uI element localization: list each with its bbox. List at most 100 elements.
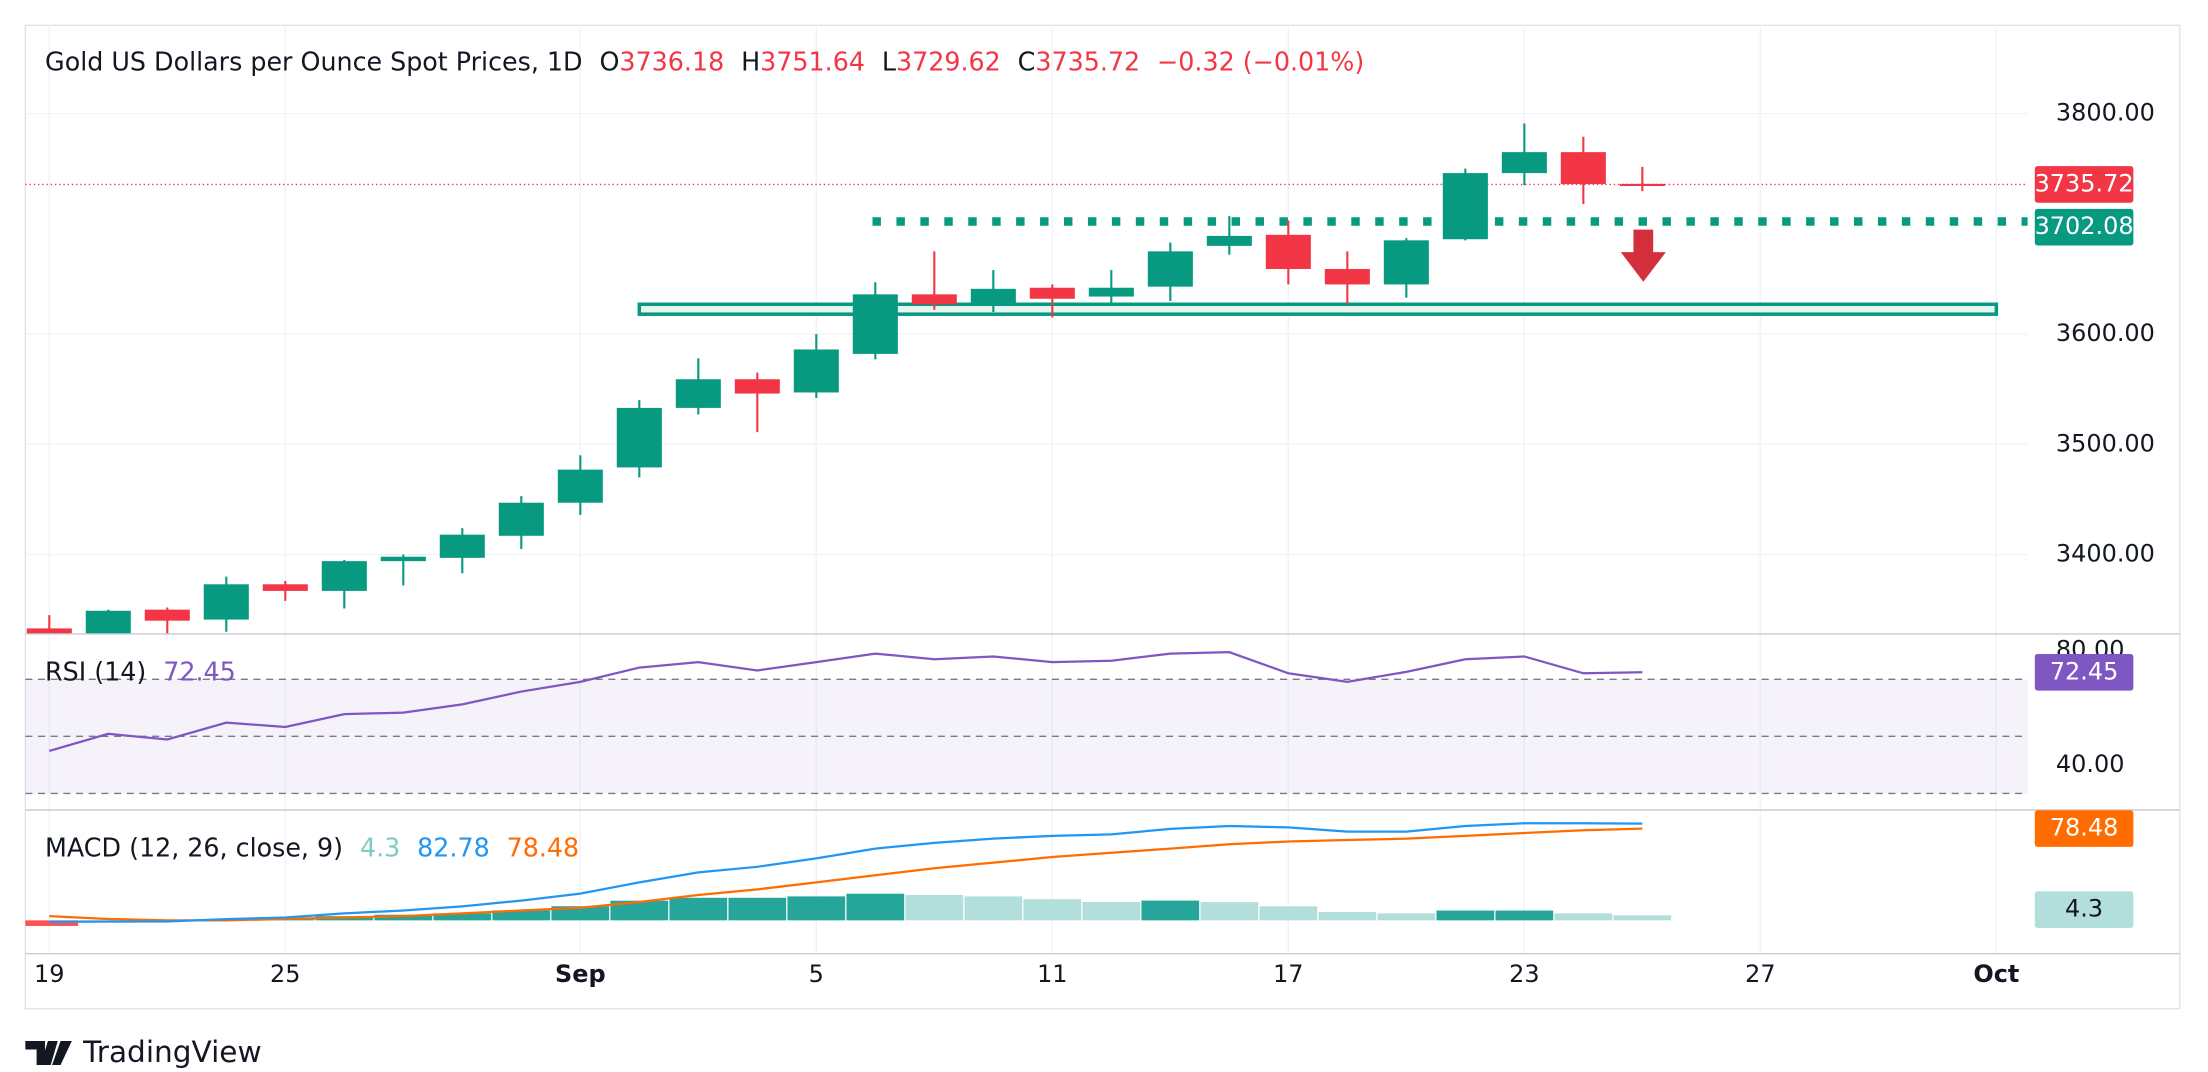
macd-histogram-bar <box>1141 900 1200 921</box>
candle-body <box>1088 287 1134 297</box>
hist-value: 4.3 <box>360 832 400 862</box>
candle-body <box>144 609 190 621</box>
x-tick-label: Oct <box>1973 960 2019 988</box>
ohlc-letter: L <box>882 46 896 76</box>
candle-body <box>1324 268 1370 285</box>
overlay: 19 25 Sep 5 11 17 23 27 Oct 3400.00 3500.00 3600.00… <box>34 99 2155 988</box>
ohlc-letter: C <box>1018 46 1036 76</box>
macd-histogram-bar <box>669 897 728 921</box>
candle-body <box>1029 287 1075 299</box>
level-label-box <box>2034 208 2134 246</box>
rsi-label: 72.45 <box>2050 657 2119 685</box>
candle-body <box>1442 173 1488 240</box>
macd-header: MACD (12, 26, close, 9) 4.3 82.78 78.48 <box>45 832 579 862</box>
macd-histogram-bar <box>551 906 610 921</box>
x-tick-label: 27 <box>1745 960 1775 988</box>
signal-label: 78.48 <box>2050 814 2119 842</box>
candle-body <box>911 294 957 305</box>
level-label: 3702.08 <box>2035 212 2134 240</box>
candle-body <box>1383 240 1429 285</box>
open-value: 3736.18 <box>619 46 724 76</box>
change-value: −0.32 (−0.01%) <box>1157 46 1364 76</box>
x-tick-label: 19 <box>34 960 64 988</box>
brand-logo <box>25 1041 72 1065</box>
macd-histogram-bar <box>610 900 669 921</box>
candle-body <box>1560 152 1606 185</box>
candle-body <box>203 584 249 620</box>
macd-histogram-bar <box>1436 910 1495 921</box>
candle-body <box>1619 183 1665 187</box>
x-tick-label: 17 <box>1273 960 1303 988</box>
price-panel <box>25 123 2028 634</box>
rsi-line <box>48 651 1643 752</box>
histogram-label: 4.3 <box>2065 895 2103 923</box>
y-tick-label: 3800.00 <box>2056 99 2155 127</box>
macd-histogram-bar <box>1554 913 1613 921</box>
candle-body <box>498 502 544 536</box>
macd-histogram-bar <box>1023 899 1082 921</box>
macd-histogram-bar <box>492 910 551 921</box>
histogram-label-box <box>2034 891 2134 929</box>
high-value: 3751.64 <box>760 46 865 76</box>
candle-body <box>262 584 308 591</box>
sell-arrow <box>1620 229 1666 282</box>
close-value: 3735.72 <box>1035 46 1140 76</box>
chart-frame <box>24 24 2181 1010</box>
macd-histogram-bar <box>1377 913 1436 921</box>
last-price-label: 3735.72 <box>2035 169 2134 197</box>
candle-body <box>616 407 662 468</box>
macd-title: MACD (12, 26, close, 9) <box>45 832 343 862</box>
rsi-panel <box>25 651 2028 795</box>
macd-line <box>49 822 1643 923</box>
candle-body <box>439 534 485 558</box>
macd-histogram-bar <box>964 896 1023 921</box>
x-tick-label: 25 <box>270 960 300 988</box>
grid <box>25 25 2028 954</box>
rsi-title: RSI (14) <box>45 656 146 686</box>
macd-histogram-bar <box>1082 902 1141 921</box>
macd-histogram-bar <box>1200 902 1259 921</box>
candle-body <box>380 556 426 562</box>
macd-histogram-bar <box>728 897 787 921</box>
y-tick-label: 3500.00 <box>2056 429 2155 457</box>
y-tick-label: 3600.00 <box>2056 319 2155 347</box>
candle-body <box>675 379 721 408</box>
candle-body <box>734 379 780 394</box>
rsi-value: 72.45 <box>163 656 236 686</box>
candle-body <box>970 288 1016 305</box>
macd-histogram-bar <box>1495 910 1554 921</box>
candle-body <box>793 349 839 393</box>
candle-body <box>1147 251 1193 287</box>
y-tick-label: 3400.00 <box>2056 540 2155 568</box>
rsi-label-box <box>2034 653 2134 691</box>
ohlc-letter: O <box>599 46 619 76</box>
signal-label-box <box>2034 810 2134 847</box>
macd-histogram-bar <box>1613 915 1672 921</box>
x-tick-label: 5 <box>809 960 824 988</box>
candle-body <box>1206 235 1252 246</box>
macd-histogram-bar <box>1318 911 1377 921</box>
x-tick-label: 11 <box>1037 960 1067 988</box>
candle-body <box>321 561 367 591</box>
low-value: 3729.62 <box>896 46 1001 76</box>
macd-histogram-bar <box>905 894 964 921</box>
candle-body <box>557 469 603 503</box>
macd-histogram-bar <box>25 920 79 926</box>
support-zone <box>637 302 1999 316</box>
x-tick-label: 23 <box>1509 960 1539 988</box>
signal-value: 78.48 <box>507 832 580 862</box>
macd-value: 82.78 <box>417 832 490 862</box>
ohlc-letter: H <box>741 46 760 76</box>
macd-histogram-bar <box>787 896 846 921</box>
signal-line <box>49 827 1643 922</box>
header-title: Gold US Dollars per Ounce Spot Prices, 1… <box>45 46 583 76</box>
last-price-label-box <box>2034 166 2134 203</box>
brand-name: TradingView <box>82 1035 262 1069</box>
macd-histogram-bar <box>433 913 492 921</box>
candle-body <box>85 610 131 634</box>
candle-body <box>26 628 72 634</box>
macd-histogram-bar <box>1259 906 1318 921</box>
candle-body <box>1265 234 1311 269</box>
candle-body <box>852 294 898 354</box>
